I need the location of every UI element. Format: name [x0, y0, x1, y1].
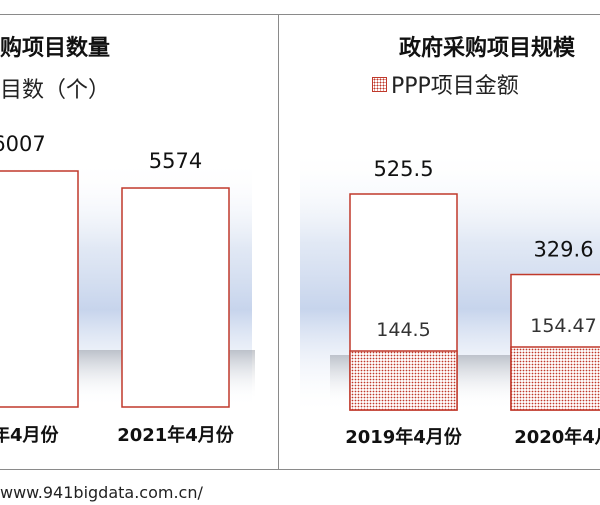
- chart-frame: [0, 14, 600, 470]
- left-value-label-0: 6007: [0, 132, 46, 156]
- right-ppp-label-0: 144.5: [376, 319, 430, 341]
- left-bar-0: [0, 170, 79, 408]
- left-chart-title: 购项目数量: [0, 36, 111, 61]
- right-category-label-1: 2020年4月: [514, 426, 600, 448]
- left-category-label-1: 2021年4月份: [117, 424, 235, 446]
- right-ppp-bar-0: [349, 350, 458, 411]
- left-value-label-1: 5574: [149, 149, 202, 173]
- right-ppp-bar-1: [510, 346, 600, 411]
- right-ppp-label-1: 154.47: [530, 315, 596, 337]
- right-chart-legend: PPP项目金额: [372, 68, 519, 100]
- right-chart-title: 政府采购项目规模: [399, 36, 576, 61]
- left-bar-1: [121, 187, 230, 408]
- right-total-label-1: 329.6: [533, 238, 593, 262]
- left-category-label-0: 0年4月份: [0, 424, 60, 446]
- panel-divider: [278, 14, 279, 470]
- right-legend-label: PPP项目金额: [391, 74, 519, 99]
- right-category-label-0: 2019年4月份: [345, 426, 463, 448]
- source-url: www.941bigdata.com.cn/: [0, 483, 203, 502]
- right-total-label-0: 525.5: [373, 157, 433, 181]
- left-chart-legend: 目数（个）: [0, 78, 111, 103]
- legend-pattern-swatch: [372, 77, 387, 92]
